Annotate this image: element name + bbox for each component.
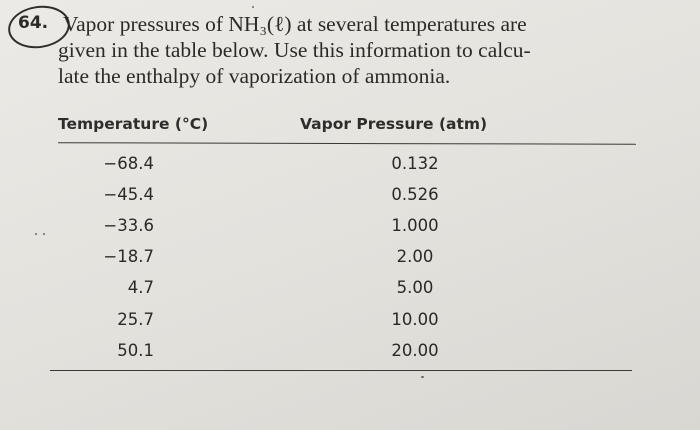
cell-temperature: −45.4 xyxy=(103,185,154,204)
cell-pressure: 20.00 xyxy=(391,341,439,360)
header-temperature: Temperature (°C) xyxy=(58,115,209,133)
cell-temperature: −33.6 xyxy=(103,216,154,235)
problem-line-2: given in the table below. Use this infor… xyxy=(58,38,531,62)
cell-pressure: 0.132 xyxy=(391,154,439,173)
paper-speck xyxy=(43,233,45,235)
header-vapor-pressure: Vapor Pressure (atm) xyxy=(300,115,488,133)
cell-pressure: 0.526 xyxy=(391,185,439,204)
problem-line-1: Vapor pressures of NH₃(ℓ) at several tem… xyxy=(63,12,527,36)
problem-number: 64. xyxy=(18,13,49,33)
cell-pressure: 10.00 xyxy=(391,310,439,329)
table-top-rule xyxy=(57,142,637,145)
cell-pressure: 2.00 xyxy=(396,247,434,266)
problem-line-3: late the enthalpy of vaporization of amm… xyxy=(58,64,451,88)
cell-temperature: 4.7 xyxy=(127,278,154,297)
cell-temperature: −18.7 xyxy=(103,247,154,266)
cell-pressure: 5.00 xyxy=(396,278,434,297)
problem-statement: 64. Vapor pressures of NH₃(ℓ) at several… xyxy=(0,0,700,120)
cell-temperature: −68.4 xyxy=(103,154,154,173)
table-bottom-rule xyxy=(50,370,632,371)
paper-speck xyxy=(35,233,37,235)
cell-pressure: 1.000 xyxy=(391,216,439,235)
cell-temperature: 25.7 xyxy=(117,310,154,329)
paper-speck xyxy=(421,376,424,378)
cell-temperature: 50.1 xyxy=(117,341,154,360)
paper-speck xyxy=(252,6,254,8)
